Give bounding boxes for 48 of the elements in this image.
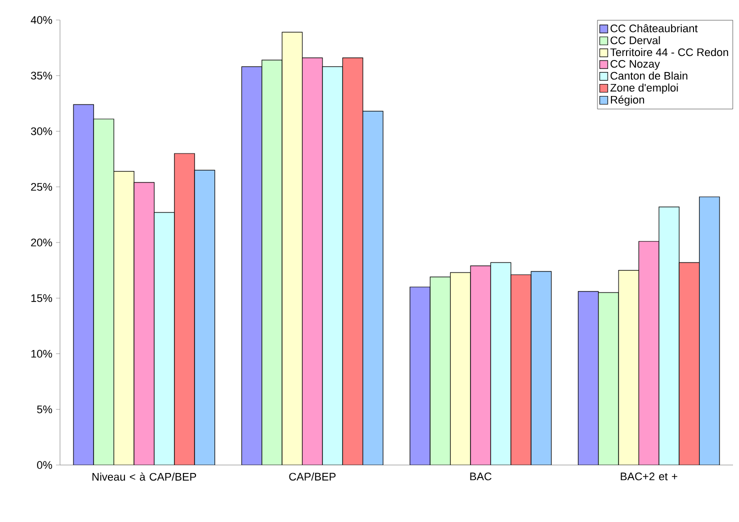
bar [134,182,155,465]
y-tick-label: 15% [31,294,52,302]
bar [73,104,94,465]
bar [530,271,552,465]
x-tick-label: CAP/BEP [289,472,336,481]
bar [598,292,619,465]
bar [154,212,175,465]
legend-label: Région [610,95,644,106]
legend-label: CC Châteaubriant [610,24,698,32]
bar [678,262,700,465]
bar [93,118,114,465]
bar [342,58,364,465]
bar [262,60,282,465]
y-tick-label: 0% [37,461,52,469]
bar [362,110,384,465]
bar [241,66,262,465]
bar [490,262,512,465]
bar [114,170,134,465]
bar [658,206,680,465]
bar [510,274,532,465]
y-tick-label: 30% [30,127,52,136]
bar [618,270,640,465]
bar [174,153,195,465]
y-tick-label: 20% [31,238,52,246]
y-tick-label: 40% [30,16,52,24]
bar [578,291,599,465]
bar [470,266,492,465]
bar [282,32,303,465]
legend-label: CC Nozay [610,60,660,70]
legend-label: Zone d'emploi [610,84,678,94]
bar [638,241,660,465]
bar [410,286,430,465]
bar [302,58,323,465]
legend-label: Canton de Blain [610,72,688,80]
bar [322,66,343,465]
bar [699,196,720,465]
y-tick-label: 25% [31,183,52,191]
bar [450,272,471,465]
x-tick-label: BAC+2 et + [620,472,678,480]
y-tick-label: 35% [30,72,52,80]
x-tick-label: Niveau < à CAP/BEP [92,472,196,481]
x-tick-label: BAC [470,472,492,480]
y-tick-label: 10% [31,350,52,358]
y-tick-label: 5% [37,406,52,414]
legend-label: CC Derval [610,36,660,44]
bar [430,276,451,465]
legend-label: Territoire 44 - CC Redon [610,48,728,56]
bar [194,170,216,465]
